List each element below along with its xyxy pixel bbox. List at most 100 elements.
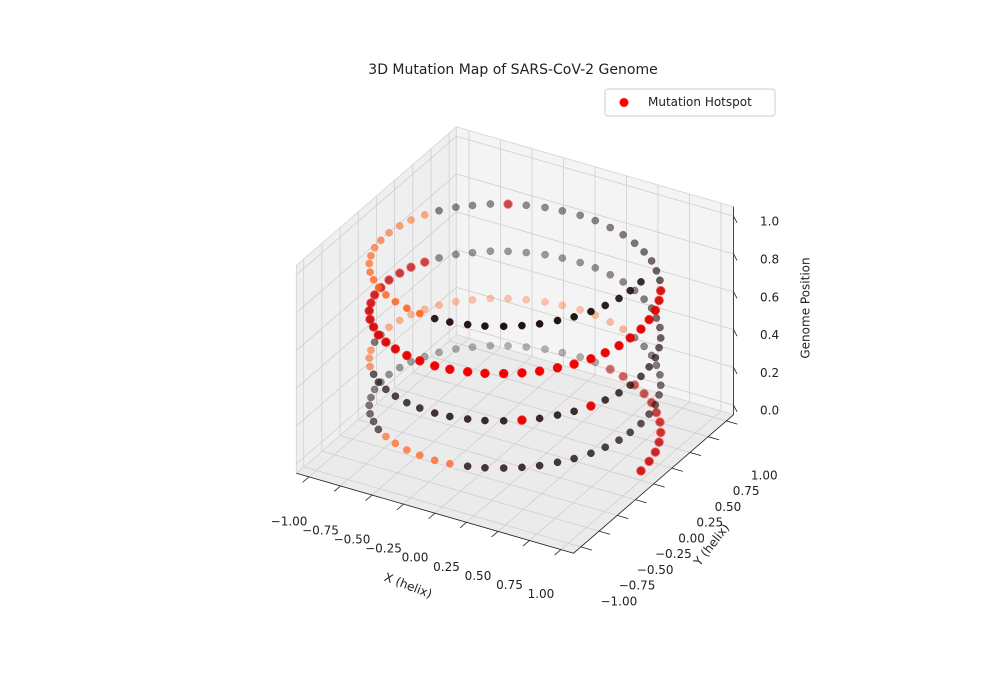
hotspot-point: [650, 447, 661, 457]
genome-point: [645, 410, 654, 418]
genome-point: [553, 411, 562, 419]
genome-point: [587, 449, 595, 458]
z-tick: [733, 291, 738, 299]
genome-point: [637, 278, 645, 286]
genome-point: [415, 309, 424, 318]
genome-point: [656, 276, 664, 285]
y-tick-label: −1.00: [600, 594, 637, 608]
hotspot-point: [498, 368, 509, 379]
genome-point: [486, 247, 495, 256]
x-tick-label: 0.25: [433, 560, 460, 574]
y-tick: [598, 530, 611, 535]
genome-point: [395, 222, 404, 230]
z-tick-label: 1.0: [760, 215, 779, 229]
genome-point: [445, 318, 454, 326]
hotspot-point: [552, 363, 563, 373]
genome-point: [385, 228, 393, 237]
genome-point: [553, 316, 562, 325]
genome-point: [366, 409, 374, 418]
genome-point: [486, 294, 495, 303]
genome-point: [486, 200, 495, 208]
genome-point: [452, 345, 460, 353]
genome-point: [652, 361, 661, 370]
genome-point: [374, 425, 383, 434]
z-grid-line: [296, 287, 457, 427]
genome-point: [403, 304, 411, 313]
hotspot-point: [420, 257, 430, 267]
genome-point: [435, 254, 443, 262]
genome-point: [420, 258, 429, 266]
y-tick: [671, 467, 683, 472]
hotspot-point: [656, 286, 666, 296]
hotspot-point: [569, 359, 579, 369]
genome-point: [435, 301, 443, 310]
genome-point: [655, 343, 663, 352]
hotspot-point: [517, 415, 527, 425]
genome-point: [382, 432, 390, 441]
genome-point: [576, 211, 585, 220]
z-tick: [733, 405, 738, 412]
x-tick: [333, 485, 341, 492]
genome-point: [430, 456, 439, 465]
genome-point: [652, 266, 661, 275]
genome-point: [452, 297, 460, 306]
x-tick: [554, 549, 562, 556]
x-tick: [302, 476, 310, 483]
genome-point: [504, 342, 512, 350]
y-tick-label: 0.00: [678, 531, 705, 545]
genome-point: [535, 414, 544, 423]
grid: [296, 130, 734, 550]
genome-point: [445, 412, 454, 421]
hotspot-point: [605, 364, 615, 375]
genome-point: [365, 401, 374, 410]
y-grid-line: [394, 387, 672, 469]
genome-point: [570, 407, 578, 416]
genome-point: [518, 321, 526, 330]
genome-point: [430, 409, 439, 417]
z-tick-label: 0.0: [760, 404, 779, 418]
genome-point: [370, 385, 379, 394]
genome-point: [640, 295, 648, 304]
x-tick: [365, 494, 373, 501]
y-tick-label: −0.50: [637, 563, 674, 577]
genome-point: [522, 248, 531, 257]
genome-point: [570, 454, 578, 463]
genome-point: [651, 353, 660, 362]
genome-point: [591, 216, 600, 225]
x-tick-label: 0.75: [496, 578, 523, 592]
genome-point: [407, 357, 415, 366]
genome-point: [366, 268, 374, 276]
genome-point: [652, 314, 661, 322]
genome-point: [481, 322, 489, 330]
points: [364, 199, 666, 476]
hotspot-point: [586, 354, 596, 364]
genome-point: [369, 417, 378, 426]
hotspot-point: [429, 361, 440, 371]
hotspot-point: [586, 401, 596, 411]
genome-point: [655, 391, 663, 399]
genome-point: [637, 419, 645, 428]
hotspot-point: [366, 298, 376, 308]
hotspot-point: [636, 324, 646, 334]
z-tick: [733, 216, 738, 223]
x-tick: [459, 521, 467, 529]
genome-point: [541, 298, 549, 306]
genome-point: [407, 263, 415, 272]
z-grid-line: [296, 135, 457, 276]
y-grid-line: [339, 435, 618, 516]
genome-point: [420, 305, 429, 314]
genome-point: [522, 295, 531, 304]
genome-point: [619, 325, 627, 334]
genome-point: [468, 201, 477, 210]
genome-point: [468, 248, 477, 257]
genome-point: [606, 223, 615, 232]
genome-point: [637, 372, 645, 381]
legend: Mutation Hotspot: [604, 88, 776, 117]
genome-point: [382, 291, 390, 299]
genome-point: [626, 428, 635, 437]
genome-point: [541, 203, 549, 212]
genome-point: [606, 270, 615, 279]
genome-point: [591, 264, 600, 272]
genome-point: [382, 385, 390, 394]
genome-point: [499, 322, 508, 331]
